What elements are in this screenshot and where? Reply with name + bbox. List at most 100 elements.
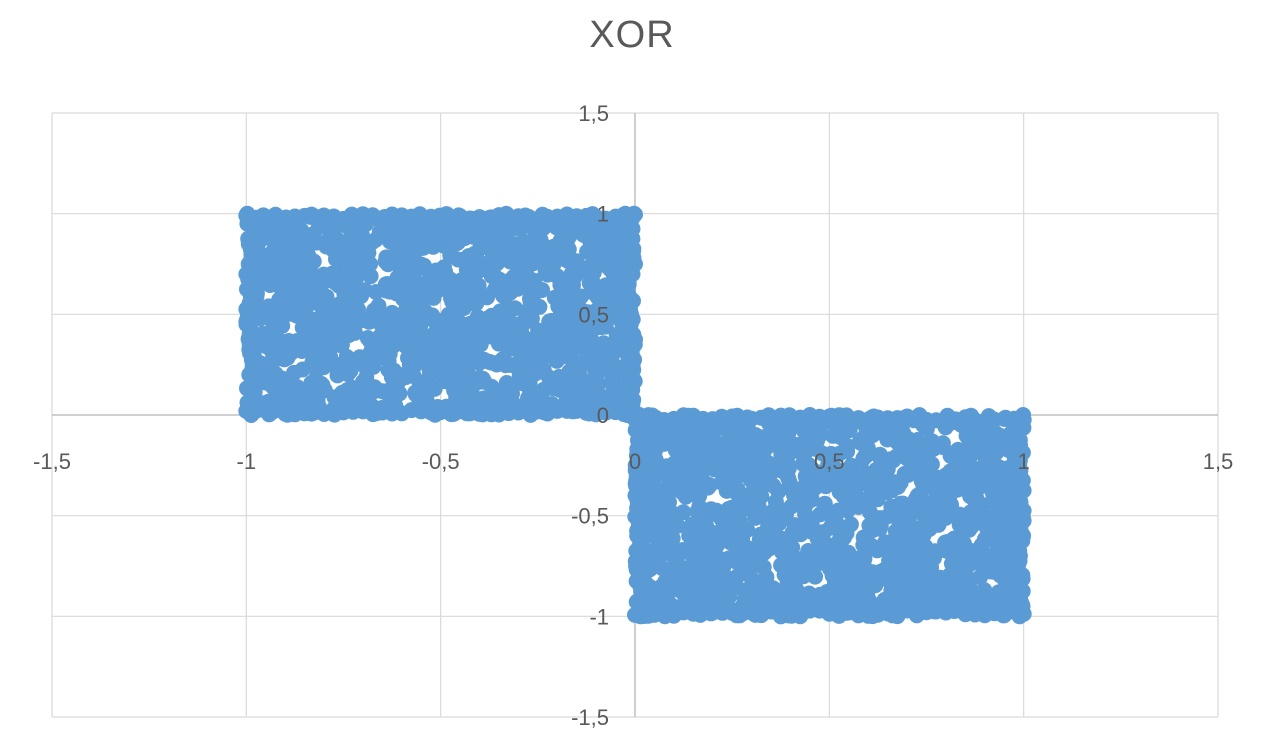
data-point	[797, 435, 814, 452]
data-point	[914, 495, 931, 512]
data-point	[379, 276, 396, 292]
data-point	[471, 230, 488, 247]
data-point	[446, 288, 463, 305]
data-point	[462, 315, 479, 332]
data-point	[387, 397, 404, 414]
data-point	[361, 332, 378, 349]
data-point	[508, 316, 525, 333]
data-point	[343, 386, 360, 403]
data-point	[664, 530, 681, 547]
data-point	[658, 425, 674, 442]
data-point	[999, 561, 1015, 578]
data-point	[444, 237, 461, 254]
data-point	[347, 271, 364, 288]
data-point	[1010, 430, 1027, 447]
data-point	[849, 581, 866, 598]
data-point	[989, 540, 1006, 557]
data-point	[688, 574, 705, 591]
data-point	[675, 454, 692, 471]
data-point	[840, 565, 857, 582]
data-point	[285, 247, 302, 264]
data-point	[613, 298, 629, 315]
data-point	[912, 571, 929, 587]
data-point	[704, 505, 721, 522]
data-point	[567, 267, 584, 284]
data-point	[765, 457, 782, 474]
data-point	[644, 407, 661, 424]
tick-labels: -1,5 -1 -0,5 0 0,5 1 1,5 -1,5 -1 -0,5 0 0,5 1 1,5	[33, 101, 1233, 730]
data-point	[669, 517, 686, 534]
data-point	[961, 592, 978, 609]
data-point	[898, 503, 915, 520]
data-point	[945, 472, 962, 489]
data-point	[339, 366, 356, 383]
data-point	[427, 406, 444, 423]
data-point	[597, 288, 614, 305]
data-point	[436, 373, 453, 389]
data-point	[279, 406, 296, 423]
x-tick-label: 0,5	[814, 449, 845, 474]
data-point	[241, 318, 257, 335]
data-point	[338, 212, 355, 229]
data-point	[812, 426, 829, 443]
data-point	[577, 351, 594, 368]
data-point	[589, 301, 606, 318]
data-point	[521, 374, 538, 391]
data-point	[753, 488, 770, 505]
data-point	[953, 449, 970, 466]
data-point	[864, 427, 881, 444]
data-point	[838, 520, 855, 537]
data-point	[494, 333, 511, 350]
data-point	[606, 233, 623, 250]
data-point	[465, 266, 482, 283]
data-point	[294, 361, 311, 378]
data-point	[642, 546, 659, 563]
data-point	[752, 592, 769, 609]
data-point	[466, 245, 483, 262]
data-point	[674, 438, 691, 455]
data-point	[728, 539, 745, 556]
data-point	[990, 597, 1007, 614]
data-point	[482, 388, 499, 405]
data-point	[333, 336, 350, 353]
data-point	[921, 521, 938, 537]
data-point	[1011, 473, 1028, 490]
data-point	[1008, 516, 1025, 533]
data-point	[922, 559, 939, 576]
data-point	[541, 313, 558, 330]
data-point	[714, 474, 731, 491]
data-point	[669, 566, 686, 583]
data-point	[287, 280, 304, 297]
data-point	[753, 558, 770, 575]
data-point	[852, 475, 869, 492]
data-point	[436, 259, 453, 276]
data-point	[284, 233, 301, 250]
data-point	[867, 490, 884, 507]
data-point	[1007, 598, 1024, 615]
data-point	[347, 228, 364, 245]
data-point	[606, 276, 623, 293]
y-tick-label: 0	[597, 403, 609, 428]
data-point	[629, 441, 646, 458]
data-point	[693, 537, 710, 554]
data-point	[1005, 415, 1021, 432]
data-point	[271, 393, 288, 410]
data-point	[453, 226, 470, 243]
data-point	[865, 408, 882, 425]
data-point	[531, 298, 548, 315]
data-point	[895, 537, 912, 554]
data-point	[270, 342, 287, 359]
data-point	[720, 501, 737, 517]
data-point	[340, 259, 356, 276]
data-point	[262, 330, 279, 347]
data-point	[484, 243, 501, 260]
data-point	[817, 469, 834, 486]
data-point	[595, 335, 612, 352]
data-point	[336, 321, 353, 338]
y-tick-label: 1	[597, 202, 609, 227]
data-point	[483, 268, 500, 285]
data-point	[248, 280, 265, 297]
data-point	[723, 514, 740, 531]
data-point	[519, 280, 536, 297]
